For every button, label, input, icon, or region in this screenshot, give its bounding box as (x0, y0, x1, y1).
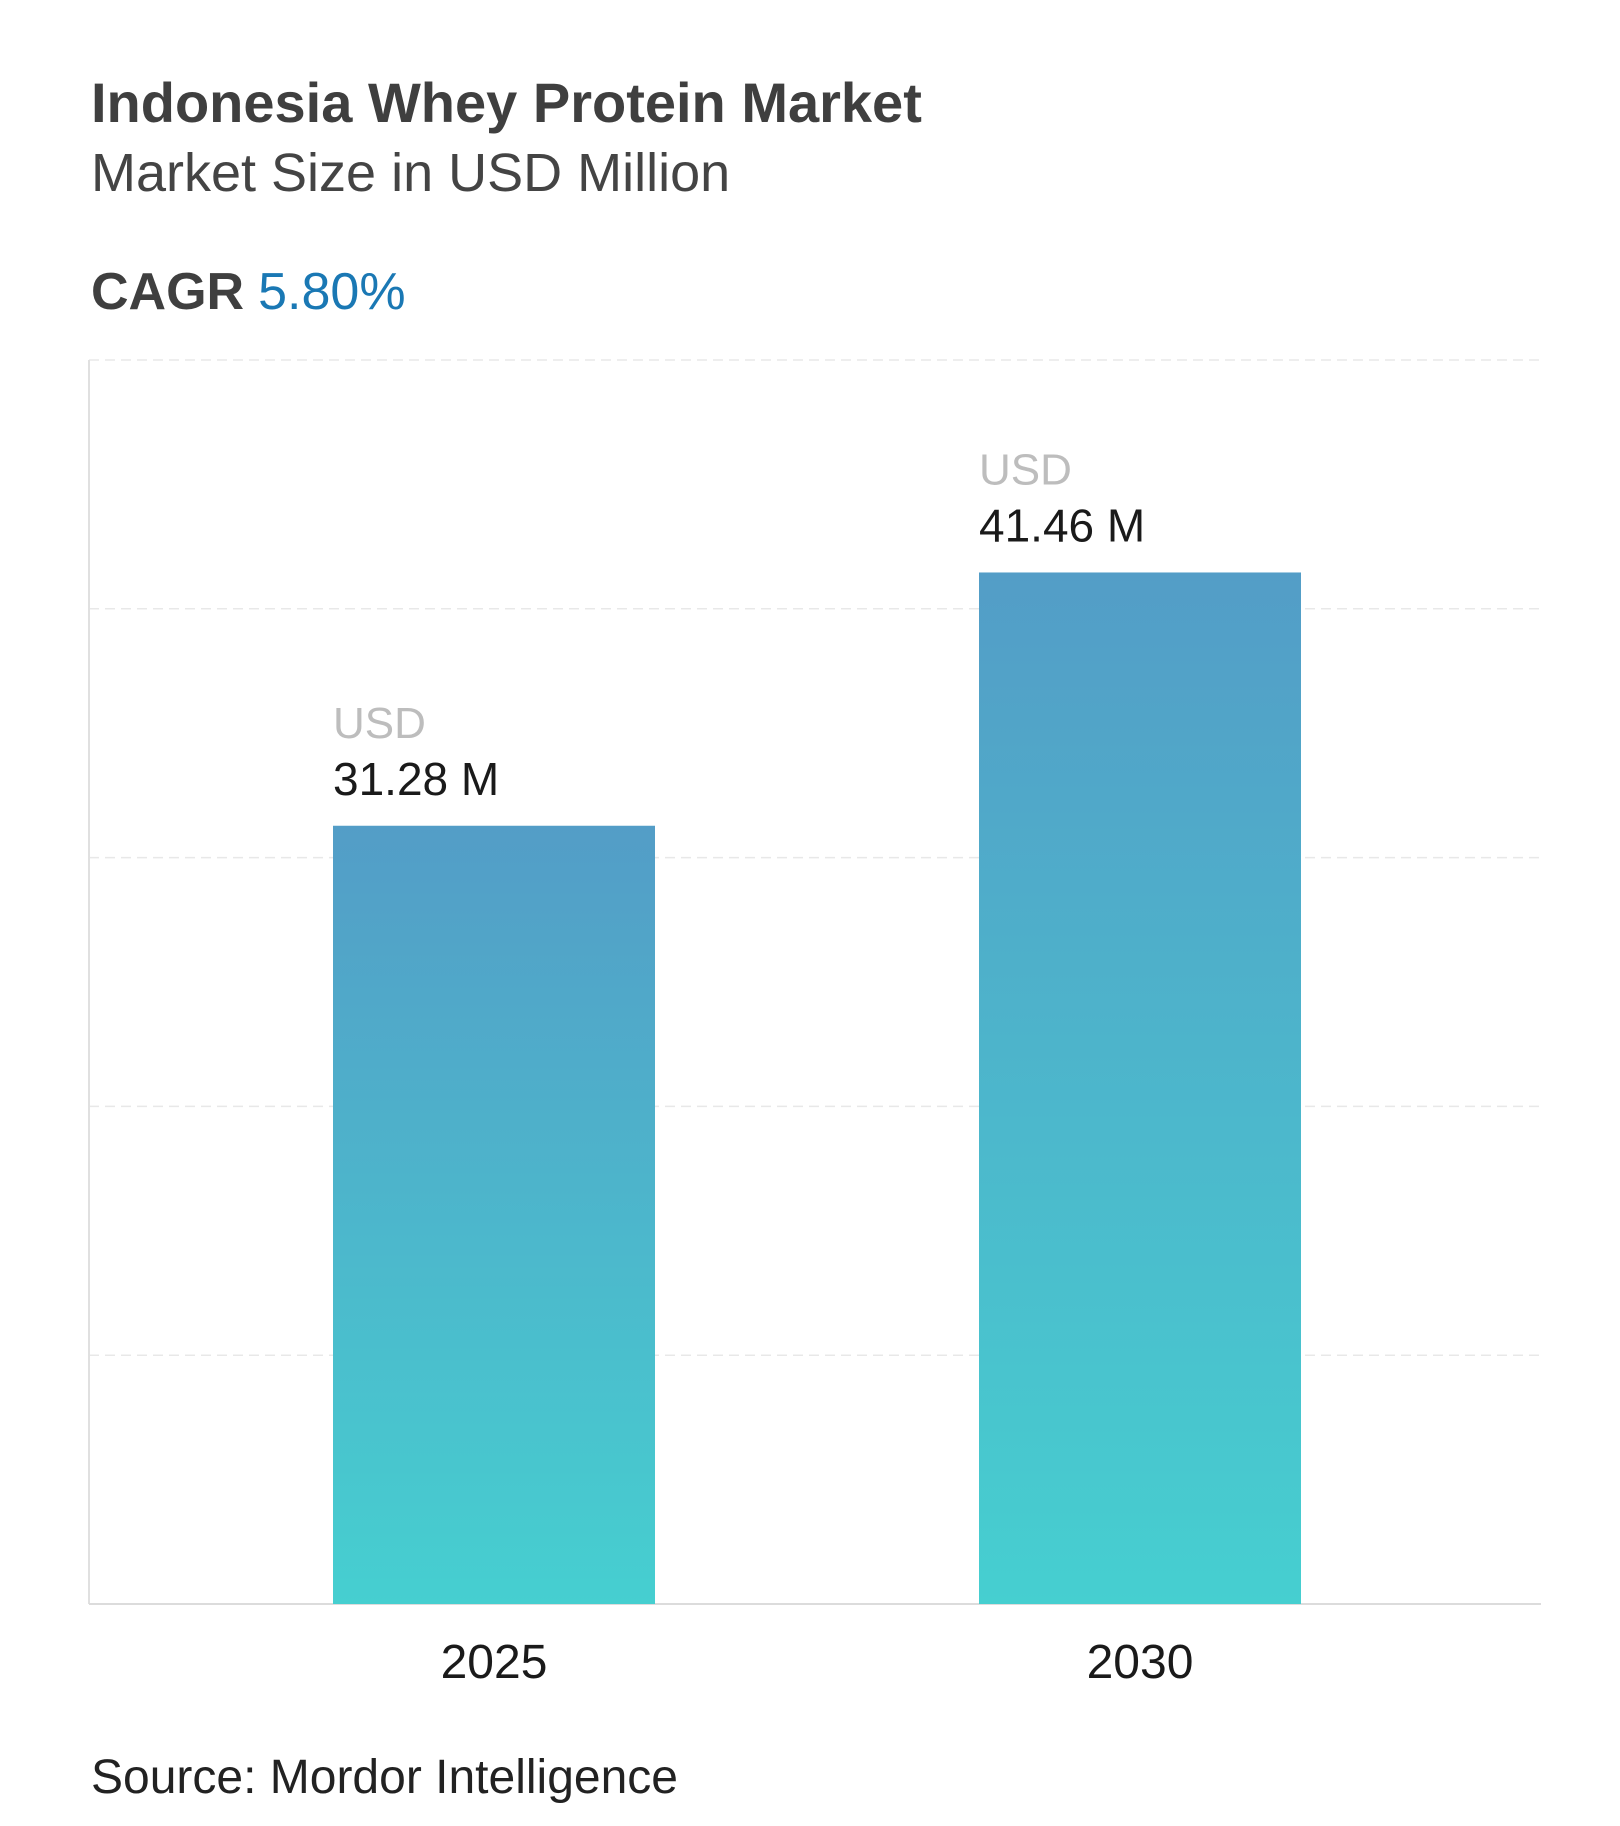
chart-title: Indonesia Whey Protein Market (91, 71, 922, 134)
source-note: Source: Mordor Intelligence (91, 1751, 678, 1804)
cagr: CAGR 5.80% (91, 262, 406, 322)
bar-unit-label: USD (979, 445, 1072, 494)
bar-2030 (979, 572, 1301, 1604)
cagr-label: CAGR (91, 263, 245, 321)
bar-2025 (333, 825, 655, 1604)
bar-value-label: 31.28 M (333, 753, 499, 805)
bar-value-label: 41.46 M (979, 499, 1145, 551)
cagr-value: 5.80% (258, 263, 406, 321)
data-labels: USD 31.28 M 2025 USD 41.46 M 2030 (333, 445, 1193, 1689)
x-tick-label: 2025 (441, 1636, 548, 1689)
chart-subtitle: Market Size in USD Million (91, 143, 731, 203)
bars (333, 572, 1301, 1604)
bar-unit-label: USD (333, 699, 426, 748)
gridlines (88, 359, 1541, 1605)
x-tick-label: 2030 (1087, 1636, 1194, 1689)
